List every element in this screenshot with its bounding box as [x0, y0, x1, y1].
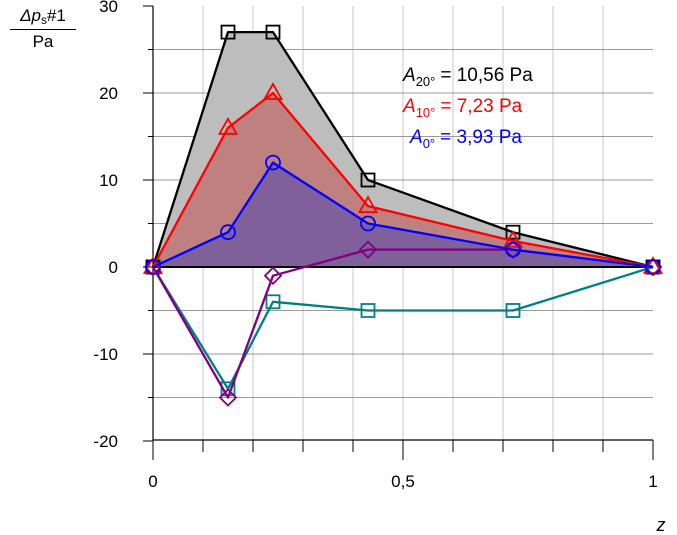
- annotation-subscript: 20°: [416, 74, 436, 89]
- data-point-series-1: [357, 195, 379, 214]
- data-point-series-4: [360, 303, 376, 318]
- data-point-series-3: [263, 266, 283, 285]
- series-line-2: [152, 161, 654, 269]
- data-point-series-2: [505, 241, 521, 258]
- data-point-series-3: [643, 257, 663, 277]
- annotation-area-0: A20° = 10,56 Pa: [402, 65, 533, 89]
- annotation-symbol: A: [409, 127, 423, 148]
- annotation-area-2: A0° = 3,93 Pa: [409, 127, 522, 151]
- data-point-series-0: [360, 172, 376, 188]
- annotation-value: = 3,93 Pa: [440, 127, 522, 148]
- y-axis-title-numerator: Δps#1: [10, 6, 76, 30]
- data-point-series-2: [145, 259, 161, 275]
- y-tick-label: -10: [93, 345, 118, 364]
- data-point-series-0: [265, 24, 281, 40]
- y-axis-unit: Pa: [32, 32, 54, 51]
- y-tick-label: 10: [99, 171, 118, 190]
- y-axis-suffix: #1: [46, 6, 66, 25]
- y-axis-title: Δps#1 Pa: [10, 6, 76, 52]
- x-tick-label: 0,5: [391, 472, 415, 491]
- y-tick-label: 20: [99, 84, 118, 103]
- data-point-series-3: [218, 388, 238, 407]
- annotation-value: = 7,23 Pa: [440, 96, 522, 117]
- data-point-series-2: [265, 154, 281, 171]
- x-axis-title: z: [656, 515, 666, 535]
- y-axis-symbol: Δp: [20, 6, 41, 25]
- y-axis-subscript: s: [40, 13, 47, 27]
- data-point-series-2: [360, 215, 376, 232]
- data-point-series-4: [265, 294, 281, 310]
- annotation-symbol: A: [402, 96, 416, 117]
- x-tick-label: 0: [148, 472, 157, 491]
- annotation-symbol: A: [402, 65, 416, 86]
- series-line-0: [151, 30, 654, 269]
- annotation-area-1: A10° = 7,23 Pa: [402, 96, 523, 120]
- data-point-series-4: [505, 303, 521, 318]
- series-area-2: [153, 162, 653, 267]
- series-line-4: [152, 265, 654, 390]
- data-point-series-0: [505, 224, 521, 240]
- data-point-series-1: [502, 230, 524, 248]
- y-tick-label: 30: [99, 0, 118, 16]
- data-point-series-0: [220, 24, 236, 40]
- data-point-series-3: [358, 240, 378, 259]
- data-point-series-2: [645, 259, 661, 275]
- annotation-subscript: 0°: [423, 136, 435, 151]
- annotation-value: = 10,56 Pa: [440, 65, 533, 86]
- x-tick-label: 1: [648, 472, 657, 491]
- data-point-series-2: [220, 224, 236, 241]
- series-line-1: [151, 91, 654, 269]
- annotation-subscript: 10°: [416, 105, 436, 120]
- data-point-series-1: [217, 116, 239, 135]
- y-tick-label: 0: [109, 258, 118, 277]
- y-tick-label: -20: [93, 432, 118, 451]
- data-point-series-1: [262, 82, 284, 100]
